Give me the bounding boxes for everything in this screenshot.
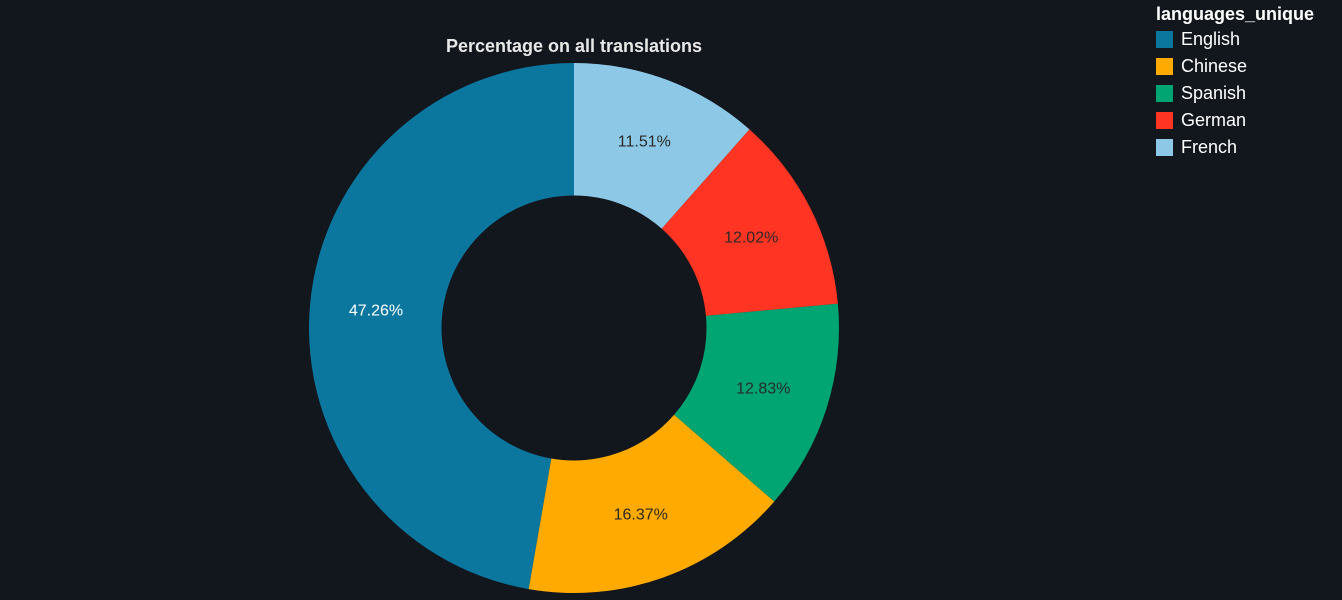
legend-swatch xyxy=(1156,139,1173,156)
legend-label: Spanish xyxy=(1181,83,1247,103)
slices-group xyxy=(309,63,839,593)
legend-item-chinese[interactable]: Chinese xyxy=(1156,53,1314,80)
legend-item-french[interactable]: French xyxy=(1156,134,1314,161)
slice-chinese[interactable] xyxy=(528,414,775,593)
legend-label: Chinese xyxy=(1181,56,1248,76)
legend-swatch xyxy=(1156,58,1173,75)
slice-english[interactable] xyxy=(309,63,574,590)
slice-french[interactable] xyxy=(574,63,750,229)
slice-german[interactable] xyxy=(661,129,838,316)
slice-label-chinese: 16.37% xyxy=(614,507,668,524)
legend-label: German xyxy=(1181,110,1247,130)
legend-items: English Chinese Spanish German French xyxy=(1156,26,1314,161)
slice-labels-group: 47.26% 16.37% 12.83% 12.02% 11.51% xyxy=(349,134,791,524)
legend-label: English xyxy=(1181,29,1241,49)
legend-swatch xyxy=(1156,85,1173,102)
legend-swatch xyxy=(1156,112,1173,129)
legend-label: French xyxy=(1181,137,1238,157)
slice-label-spanish: 12.83% xyxy=(736,380,790,397)
legend-item-english[interactable]: English xyxy=(1156,26,1314,53)
slice-label-english: 47.26% xyxy=(349,302,403,319)
legend-item-spanish[interactable]: Spanish xyxy=(1156,80,1314,107)
chart-title: Percentage on all translations xyxy=(446,36,702,56)
slice-label-french: 11.51% xyxy=(618,134,671,151)
legend-swatch xyxy=(1156,31,1173,48)
legend-title: languages_unique xyxy=(1156,4,1315,24)
legend: languages_unique English Chinese Spanish Ge… xyxy=(1156,2,1314,161)
slice-spanish[interactable] xyxy=(674,303,839,502)
slice-label-german: 12.02% xyxy=(724,230,778,247)
legend-item-german[interactable]: German xyxy=(1156,107,1314,134)
